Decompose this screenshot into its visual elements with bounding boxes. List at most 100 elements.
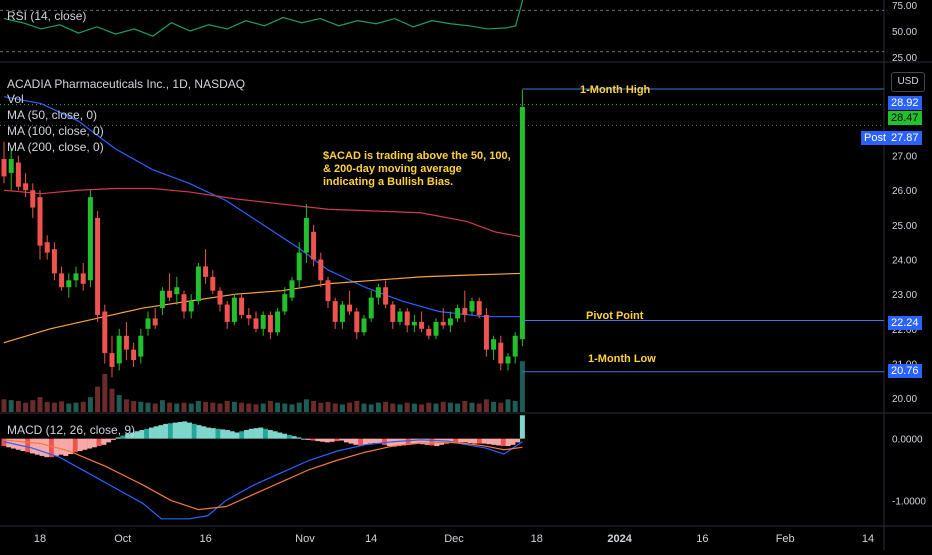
volume-bar [95,386,101,412]
time-tick-label: Dec [444,533,464,545]
low-price-tag: 20.76 [888,364,922,378]
candle-body [174,287,180,295]
macd-hist-bar [44,438,50,458]
macd-hist-bar [472,438,478,444]
macd-hist-bar [358,438,364,447]
macd-hist-bar [201,426,207,439]
macd-hist-bar [377,438,383,444]
candle-body [102,311,108,354]
rsi-tick-label: 25.00 [892,53,917,64]
macd-hist-bar [225,430,231,439]
macd-hist-bar [315,438,321,442]
volume-bar [476,403,482,412]
ma50-legend[interactable]: MA (50, close, 0) [7,108,98,122]
macd-hist-bar [20,438,26,451]
macd-tick-label: -1.0000 [892,496,926,507]
macd-line [3,439,523,520]
macd-hist-bar [515,438,521,443]
last-price-tag: 28.47 [888,111,922,125]
candle-body [469,301,475,312]
macd-hist-bar [144,428,150,439]
candle-body [303,217,309,253]
ma100-line [3,272,523,344]
volume-bar [519,361,525,412]
macd-hist-bar [448,438,454,443]
bias-note: $ACAD is trading above the 50, 100, & 20… [323,150,511,188]
pivot-label: Pivot Point [586,310,644,322]
candle-body [433,321,439,336]
candle-body [246,314,252,319]
macd-hist-bar [277,432,283,439]
candle-body [59,273,65,288]
candle-body [476,301,482,315]
volume-bar [138,401,144,412]
volume-bar [368,404,374,412]
post-label-tag: Post [861,131,890,145]
ma100-legend[interactable]: MA (100, close, 0) [7,124,104,138]
volume-bar [325,401,331,412]
volume-bar [296,402,302,412]
time-tick-label: 18 [34,533,46,545]
macd-hist-bar [486,438,492,445]
rsi-line [3,0,524,37]
macd-hist-bar [453,438,459,443]
volume-bar [239,402,245,412]
volume-bar [383,401,389,412]
axes: 25.0050.0075.0020.0021.0022.0023.0024.00… [34,1,926,545]
candle-body [519,107,525,340]
volume-bar [498,402,504,412]
macd-hist-bar [153,426,159,439]
volume-bar [491,401,497,412]
macd-hist-bar [505,438,511,447]
volume-bar [339,404,345,412]
macd-hist-bar [324,438,330,443]
macd-hist-bar [158,425,164,439]
candle-body [404,311,410,326]
pivot-price-tag: 22.24 [888,316,922,330]
macd-hist-bar [115,437,121,439]
candle-body [231,297,237,322]
symbol-title[interactable]: ACADIA Pharmaceuticals Inc., 1D, NASDAQ [7,77,246,91]
macd-hist-bar [391,438,397,447]
volume-bar [59,401,65,412]
volume-bars [1,361,525,412]
macd-hist-bar [101,438,107,445]
volume-bar [419,404,425,412]
volume-bar [30,400,36,412]
currency-button[interactable]: USD [891,72,925,92]
time-tick-label: 2024 [607,533,632,545]
rsi-pane [0,0,884,53]
macd-legend[interactable]: MACD (12, 26, close, 9) [7,423,136,437]
volume-bar [361,403,367,412]
candle-body [1,159,7,177]
macd-hist-bar [458,438,464,443]
candle-body [325,280,331,302]
volume-bar [87,397,93,412]
ma200-legend[interactable]: MA (200, close, 0) [7,140,104,154]
candle-body [80,273,86,284]
macd-hist-bar [244,430,250,439]
volume-bar [332,403,338,412]
price-tick-label: 24.00 [892,256,917,267]
macd-hist-bar [134,431,140,439]
rsi-legend[interactable]: RSI (14, close) [7,9,87,23]
macd-hist-bar [39,438,45,456]
vol-legend[interactable]: Vol [7,92,24,106]
macd-hist-bar [91,438,97,448]
macd-hist-bar [381,438,387,445]
volume-bar [203,401,209,412]
macd-hist-bar [106,438,112,443]
volume-bar [426,402,432,412]
macd-hist-bar [49,438,55,458]
macd-hist-bar [253,428,259,439]
macd-tick-label: 0.0000 [892,435,923,446]
candle-body [15,162,21,187]
volume-bar [404,402,410,412]
macd-hist-bar [58,438,64,455]
candle-body [260,314,266,329]
macd-hist-bar [30,438,36,454]
macd-hist-bar [396,438,402,447]
macd-hist-bar [477,438,483,444]
